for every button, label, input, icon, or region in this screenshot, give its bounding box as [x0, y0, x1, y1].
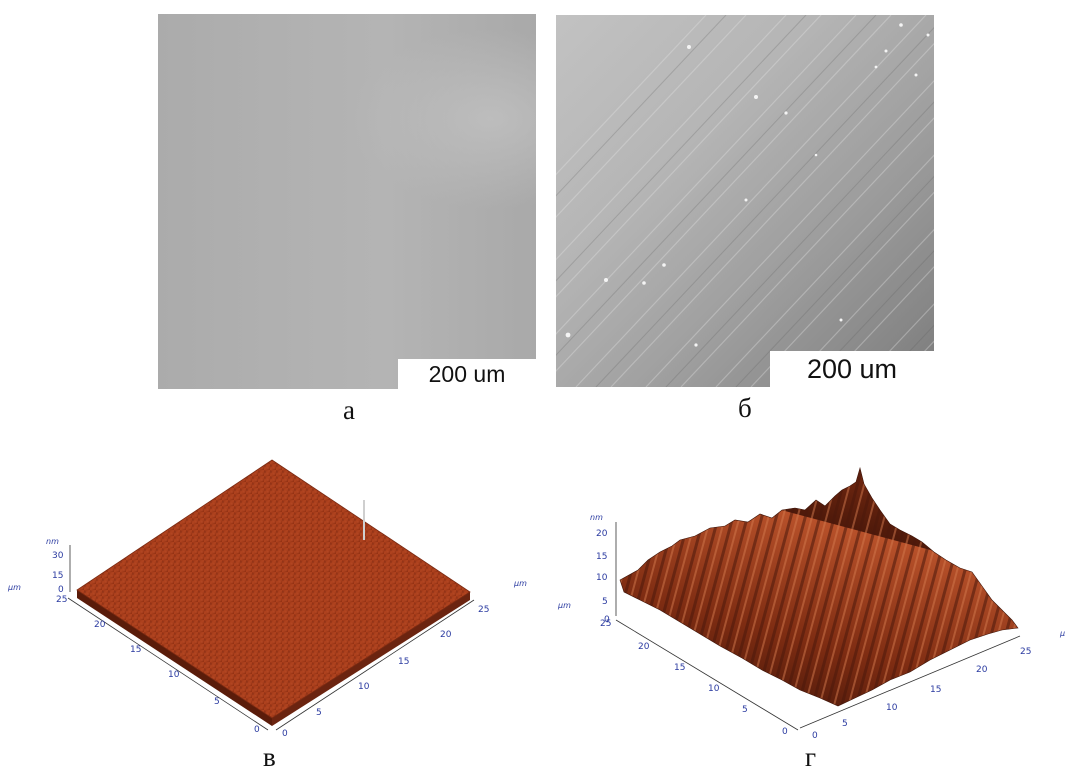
left-tick-v-3: 10: [168, 670, 180, 680]
z-unit-g: nm: [590, 513, 603, 522]
caption-g: г: [805, 742, 817, 772]
left-tick-g-5: 0: [782, 727, 788, 737]
right-tick-v-0: 25: [478, 605, 489, 615]
scratch-texture: [556, 15, 934, 387]
left-unit-v: µm: [7, 583, 21, 592]
right-tick-v-3: 10: [358, 682, 370, 692]
afm-3d-plot-v: nm 30 15 0 µm 25 20 15 10 5 0 µm 25 20 1…: [7, 459, 527, 739]
z-tick-g-1: 15: [596, 552, 607, 562]
z-tick-v-0: 30: [52, 551, 64, 561]
right-tick-g-1: 20: [976, 665, 988, 675]
afm-surface-v: [76, 459, 471, 719]
right-tick-g-4: 5: [842, 719, 848, 729]
left-tick-v-2: 15: [130, 645, 141, 655]
right-tick-g-3: 10: [886, 703, 898, 713]
right-tick-g-2: 15: [930, 685, 941, 695]
left-unit-g: µm: [557, 601, 571, 610]
z-tick-g-2: 10: [596, 573, 608, 583]
right-unit-v: µm: [513, 579, 527, 588]
right-tick-v-1: 20: [440, 630, 452, 640]
scale-bar-label-a: 200 um: [398, 359, 536, 389]
scale-bar-label-b: 200 um: [770, 351, 934, 387]
caption-a: а: [343, 395, 355, 425]
left-tick-g-3: 10: [708, 684, 720, 694]
right-tick-v-5: 0: [282, 729, 288, 739]
z-tick-g-4: 0: [604, 615, 610, 625]
left-tick-g-2: 15: [674, 663, 685, 673]
right-tick-v-4: 5: [316, 708, 322, 718]
left-tick-v-0: 25: [56, 595, 67, 605]
left-tick-v-4: 5: [214, 697, 220, 707]
afm-3d-plot-g: nm 20 15 10 5 0 µm 25 20 15 10 5 0 µ 25 …: [557, 466, 1065, 740]
left-tick-g-0: 25: [600, 619, 611, 629]
z-unit-v: nm: [46, 537, 59, 546]
z-tick-v-1: 15: [52, 571, 63, 581]
caption-b: б: [738, 393, 752, 423]
left-tick-g-1: 20: [638, 642, 650, 652]
left-tick-v-1: 20: [94, 620, 106, 630]
left-tick-v-5: 0: [254, 725, 260, 735]
left-tick-g-4: 5: [742, 705, 748, 715]
afm-surface-g: [619, 466, 1019, 707]
z-tick-v-2: 0: [58, 585, 64, 595]
right-tick-g-5: 0: [812, 731, 818, 740]
optical-image-b: 200 um: [556, 15, 934, 387]
z-tick-g-3: 5: [602, 597, 608, 607]
optical-image-a: 200 um: [158, 14, 536, 389]
right-tick-g-0: 25: [1020, 647, 1031, 657]
z-tick-g-0: 20: [596, 529, 608, 539]
caption-v: в: [263, 742, 276, 772]
right-tick-v-2: 15: [398, 657, 409, 667]
right-unit-g: µ: [1059, 629, 1065, 638]
